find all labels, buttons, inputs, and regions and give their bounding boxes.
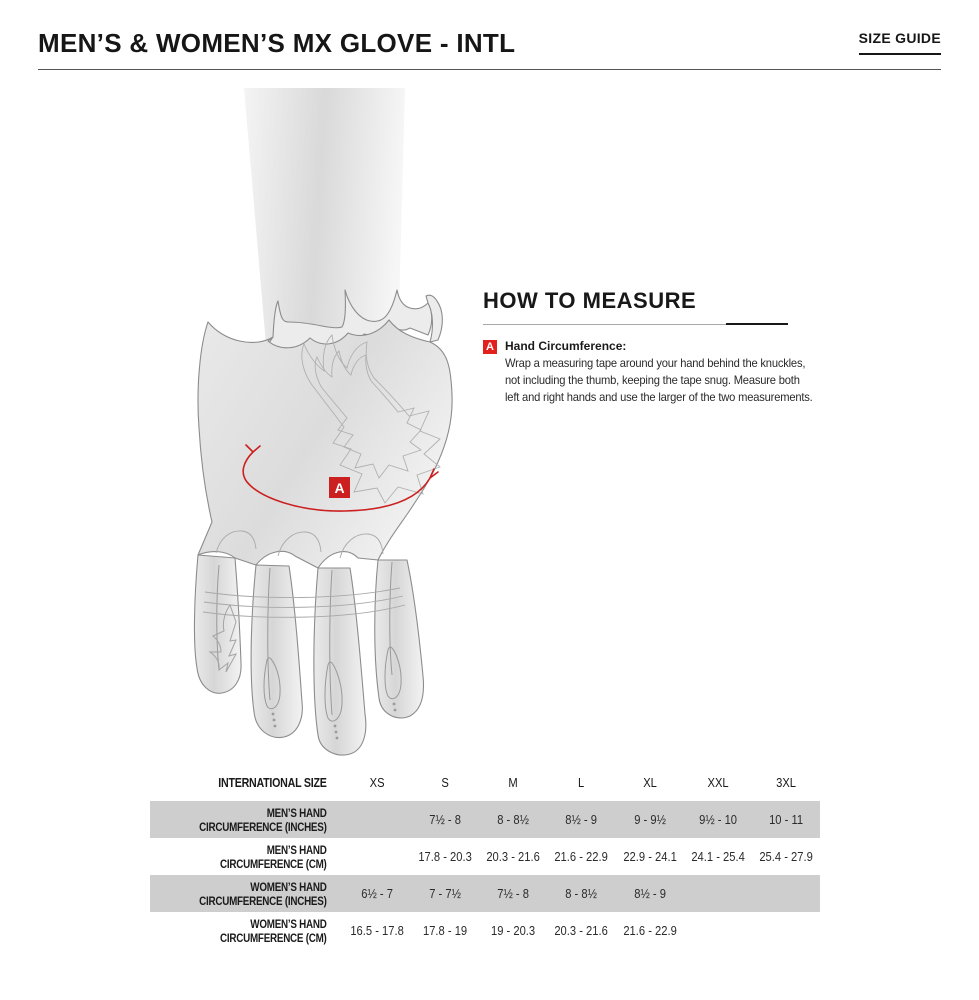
svg-text:A: A bbox=[334, 480, 344, 496]
